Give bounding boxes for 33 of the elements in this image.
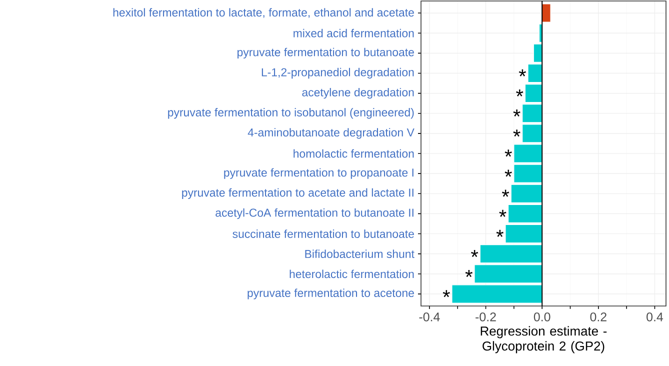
x-tick-label: -0.4 — [419, 312, 440, 322]
y-tick-label: 4-aminobutanoate degradation V — [248, 128, 414, 139]
y-tick-label: pyruvate fermentation to acetone — [248, 288, 414, 300]
y-tick-label: pyruvate fermentation to acetate and lactate II — [182, 188, 414, 199]
y-tick-label: homolactic fermentation — [294, 149, 414, 158]
annotation: * — [499, 210, 506, 217]
annotation: * — [496, 230, 504, 237]
y-tick-label: pyruvate fermentation to propanoate I — [224, 168, 414, 179]
y-tick-label: heterolactic fermentation — [290, 270, 414, 278]
x-axis-title: Regression estimate - Glycoprotein 2 (GP2) — [480, 326, 607, 354]
annotation: * — [471, 250, 478, 257]
y-tick-label: pyruvate fermentation to butanoate — [238, 48, 414, 59]
annotation: * — [518, 69, 526, 76]
y-tick-label: acetyl-CoA fermentation to butanoate II — [216, 208, 414, 220]
x-tick-label: 0.2 — [590, 312, 606, 322]
x-tick-label: 0.4 — [646, 312, 664, 322]
y-tick-label: hexitol fermentation to lactate, formate, ethanol and acetate — [113, 8, 414, 18]
y-tick-label: mixed acid fermentation — [294, 28, 414, 38]
y-tick-label: acetylene degradation — [302, 88, 414, 99]
annotation: * — [513, 110, 520, 116]
y-tick-label: pyruvate fermentation to isobutanol (engineered) — [168, 108, 414, 119]
y-tick-label: L-1,2-propanediol degradation — [262, 68, 414, 79]
x-tick-label: 0.0 — [534, 312, 550, 322]
annotation: * — [465, 270, 472, 278]
annotation: * — [516, 89, 524, 96]
y-tick-label: Bifidobacterium shunt — [305, 250, 414, 258]
annotation: * — [502, 190, 510, 197]
x-tick-label: -0.2 — [476, 312, 496, 322]
y-tick-label: succinate fermentation to butanoate — [232, 230, 414, 238]
annotation: * — [504, 170, 512, 177]
annotation: * — [513, 130, 520, 137]
annotation: * — [442, 290, 450, 298]
annotation: * — [504, 150, 512, 157]
